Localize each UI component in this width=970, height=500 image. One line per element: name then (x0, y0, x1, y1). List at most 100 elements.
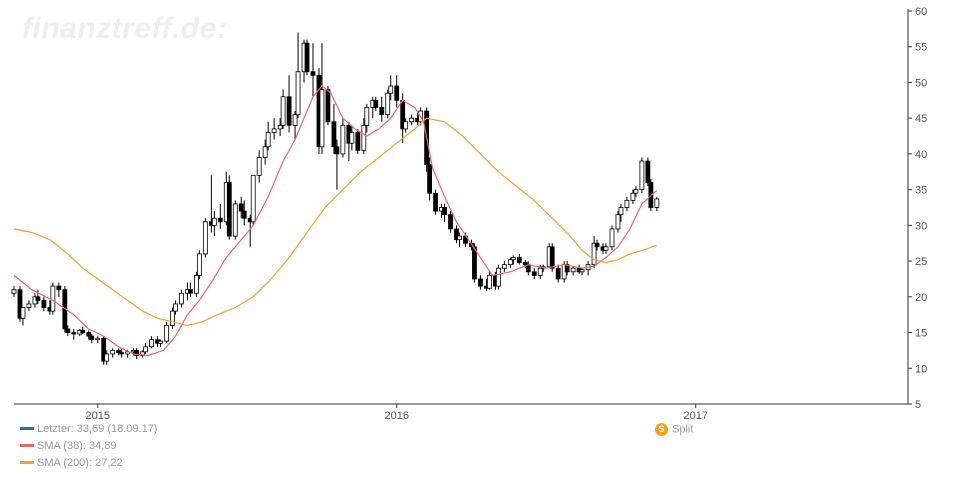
legend-item: Letzter: 33,69 (18.09.17) (20, 423, 157, 435)
candle-down (17, 289, 23, 319)
candle-down (564, 264, 570, 273)
candle-down (454, 228, 459, 241)
candle-down (522, 262, 528, 266)
candle-down (325, 89, 331, 123)
candle-up (173, 303, 178, 312)
y-tick-label: 60 (915, 6, 927, 18)
candle-down (310, 71, 316, 76)
candle-down (41, 299, 47, 308)
candle-up (95, 337, 101, 341)
candle-down (238, 203, 244, 212)
split-icon: S (655, 423, 668, 436)
candle-down (134, 350, 139, 356)
sma-200-line (13, 117, 657, 327)
candle-up (579, 269, 585, 273)
candle-up (110, 350, 116, 355)
y-tick-label: 10 (915, 363, 927, 375)
candle-up (262, 146, 268, 158)
y-tick-label: 50 (915, 77, 927, 89)
candle-up (149, 339, 154, 348)
y-tick-label: 5 (915, 399, 921, 411)
candle-up (501, 264, 507, 269)
candle-down (56, 285, 62, 291)
legend-label: SMA (38): 34,89 (37, 440, 117, 452)
candle-up (20, 307, 26, 319)
candle-up (11, 289, 17, 294)
candle-up (361, 124, 367, 151)
candle-down (531, 271, 537, 276)
candle-up (639, 160, 645, 191)
candle-up (591, 242, 597, 266)
candle-down (65, 328, 71, 333)
candle-down (594, 242, 600, 248)
candle-down (373, 99, 379, 108)
candle-up (295, 71, 301, 116)
candle-up (202, 221, 208, 255)
candle-up (50, 285, 56, 312)
y-tick-label: 20 (915, 292, 927, 304)
candle-up (510, 257, 516, 261)
candle-up (170, 310, 175, 326)
candle-up (618, 207, 624, 216)
candle-down (101, 337, 107, 362)
legend-label: Letzter: 33,69 (18.09.17) (37, 423, 158, 435)
candle-up (179, 292, 184, 305)
candle-up (633, 189, 639, 194)
candle-up (654, 198, 660, 208)
candle-up (537, 267, 543, 276)
legend-swatch (20, 460, 34, 464)
candle-up (615, 214, 621, 230)
candle-up (570, 267, 576, 273)
candle-up (340, 124, 346, 155)
candle-up (26, 303, 32, 308)
candle-down (71, 332, 77, 335)
candle-down (355, 132, 361, 151)
candle-down (304, 42, 310, 73)
y-tick-label: 25 (915, 256, 927, 268)
candle-down (478, 278, 483, 287)
candle-down (286, 96, 292, 126)
candle-up (250, 174, 256, 223)
candle-up (603, 246, 609, 251)
candle-down (427, 164, 433, 194)
candle-down (516, 257, 522, 263)
candle-down (331, 121, 337, 148)
y-tick-label: 15 (915, 328, 927, 340)
watermark-logo: finanztreff.de: (22, 12, 228, 45)
candle-up (487, 274, 492, 289)
candle-up (256, 157, 262, 176)
candle-up (265, 132, 271, 148)
candle-down (442, 207, 447, 216)
candle-down (116, 350, 122, 353)
y-tick-label: 45 (915, 113, 927, 125)
candle-up (211, 217, 217, 226)
candle-up (624, 199, 630, 208)
y-tick-label: 55 (915, 42, 927, 54)
candle-down (241, 210, 247, 219)
candle-up (403, 121, 409, 130)
legend-item: SMA (38): 34,89 (20, 440, 117, 452)
candle-down (555, 267, 561, 280)
candle-up (280, 96, 286, 126)
y-tick-label: 35 (915, 185, 927, 197)
candle-down (472, 246, 477, 280)
sma-38-line (13, 85, 658, 357)
legend-item: SMA (200): 27,22 (20, 457, 123, 469)
candle-up (232, 203, 238, 237)
candle-down (188, 289, 193, 294)
x-tick-label: 2015 (85, 410, 109, 422)
legend-swatch (20, 443, 34, 447)
candle-up (193, 274, 199, 294)
candle-up (158, 340, 163, 344)
candle-down (226, 182, 232, 237)
candle-up (271, 128, 277, 133)
candle-up (125, 351, 131, 355)
candle-down (217, 217, 223, 223)
candle-up (609, 228, 615, 248)
candle-up (143, 346, 148, 353)
y-tick-label: 40 (915, 149, 927, 161)
y-tick-label: 30 (915, 220, 927, 232)
candle-down (645, 160, 651, 183)
legend-swatch (20, 426, 34, 430)
candle-up (364, 107, 370, 126)
